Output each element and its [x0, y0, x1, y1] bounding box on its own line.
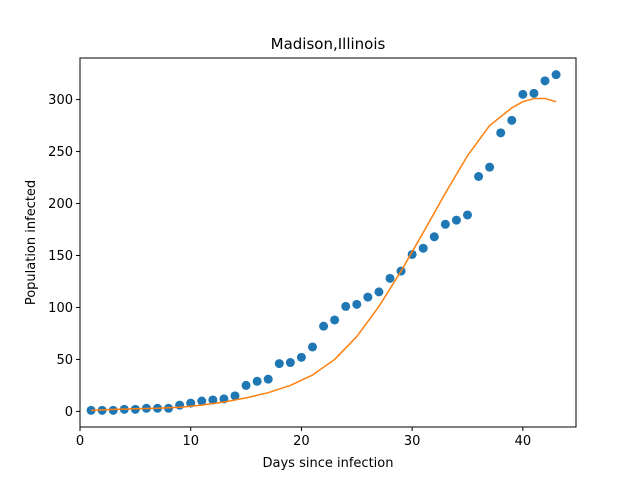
scatter-point	[296, 352, 306, 362]
scatter-point	[263, 374, 273, 384]
x-tick-label: 10	[182, 434, 199, 449]
scatter-point	[319, 321, 329, 331]
scatter-point	[474, 171, 484, 181]
scatter-point	[507, 115, 517, 125]
scatter-point	[485, 162, 495, 172]
axes-frame	[79, 57, 577, 428]
y-tick-label: 150	[48, 249, 73, 264]
fit-line	[91, 97, 557, 412]
y-tick-label: 200	[48, 197, 73, 212]
x-tick-label: 20	[293, 434, 310, 449]
plot-area	[86, 70, 561, 415]
scatter-point	[463, 210, 472, 220]
scatter-point	[363, 292, 373, 302]
scatter-point	[518, 89, 528, 99]
x-tick-label: 30	[404, 434, 421, 449]
scatter-point	[341, 301, 351, 311]
scatter-point	[429, 232, 439, 242]
scatter-point	[451, 215, 461, 225]
ticks: 0 10 20 30 40 0 50 100 150 200 250 300	[48, 93, 531, 449]
scatter-point	[440, 219, 450, 229]
y-tick-label: 50	[56, 353, 73, 368]
scatter-point	[285, 358, 295, 368]
scatter-point	[274, 359, 284, 369]
scatter-point	[551, 70, 561, 80]
scatter-point	[230, 391, 240, 401]
scatter-point	[540, 76, 550, 86]
x-tick-label: 40	[515, 434, 532, 449]
y-tick-label: 100	[48, 301, 73, 316]
y-tick-label: 0	[65, 405, 73, 420]
x-axis-label: Days since infection	[263, 456, 394, 471]
scatter-point	[241, 380, 251, 390]
scatter-point	[175, 400, 185, 410]
scatter-point	[496, 128, 506, 138]
scatter-point	[385, 273, 395, 283]
chart-title: Madison,Illinois	[271, 35, 386, 53]
scatter-point	[308, 342, 317, 352]
scatter-point	[529, 88, 539, 98]
scatter-point	[108, 405, 118, 415]
y-tick-label: 250	[48, 145, 73, 160]
y-axis-label: Population infected	[24, 180, 39, 305]
scatter-point	[418, 243, 428, 253]
scatter-point	[197, 396, 207, 406]
y-tick-label: 300	[48, 93, 73, 108]
scatter-point	[330, 315, 340, 325]
scatter-point	[374, 287, 384, 297]
scatter-point	[208, 395, 218, 405]
x-tick-label: 0	[76, 434, 84, 449]
scatter-point	[352, 299, 362, 309]
scatter-point	[252, 376, 262, 386]
